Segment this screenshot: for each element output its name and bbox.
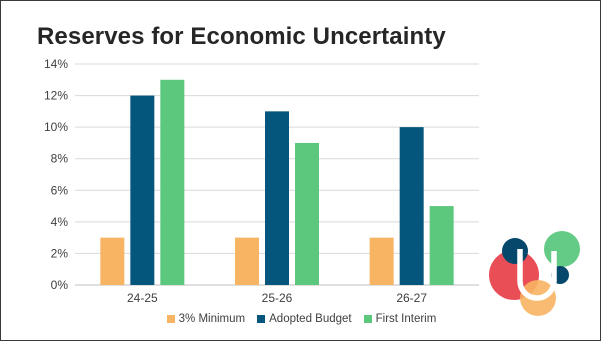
y-tick-label: 4% [51, 215, 69, 229]
district-logo-icon [484, 229, 584, 321]
logo-navy-top-circle [502, 238, 528, 264]
bar [235, 238, 259, 285]
legend-item: 3% Minimum [167, 313, 245, 325]
bar [265, 111, 289, 285]
legend-label: First Interim [376, 313, 437, 325]
legend-label: 3% Minimum [179, 313, 245, 325]
bar [100, 238, 124, 285]
x-tick-label: 26-27 [396, 291, 427, 305]
bar [400, 127, 424, 285]
x-tick-label: 25-26 [262, 291, 293, 305]
y-tick-label: 2% [51, 246, 69, 260]
bar [130, 96, 154, 285]
x-tick-label: 24-25 [127, 291, 158, 305]
legend-swatch [167, 315, 175, 323]
y-tick-label: 10% [44, 120, 68, 134]
legend-item: First Interim [364, 313, 437, 325]
y-tick-label: 8% [51, 152, 69, 166]
bar [295, 143, 319, 285]
bar [160, 80, 184, 285]
legend-label: Adopted Budget [269, 313, 352, 325]
y-tick-label: 0% [51, 278, 69, 292]
legend-swatch [364, 315, 372, 323]
y-tick-label: 12% [44, 89, 68, 103]
bar [430, 206, 454, 285]
legend-swatch [257, 315, 265, 323]
y-tick-label: 6% [51, 183, 69, 197]
logo-green-circle [544, 231, 580, 267]
bar [370, 238, 394, 285]
legend-item: Adopted Budget [257, 313, 352, 325]
y-tick-label: 14% [44, 57, 68, 71]
